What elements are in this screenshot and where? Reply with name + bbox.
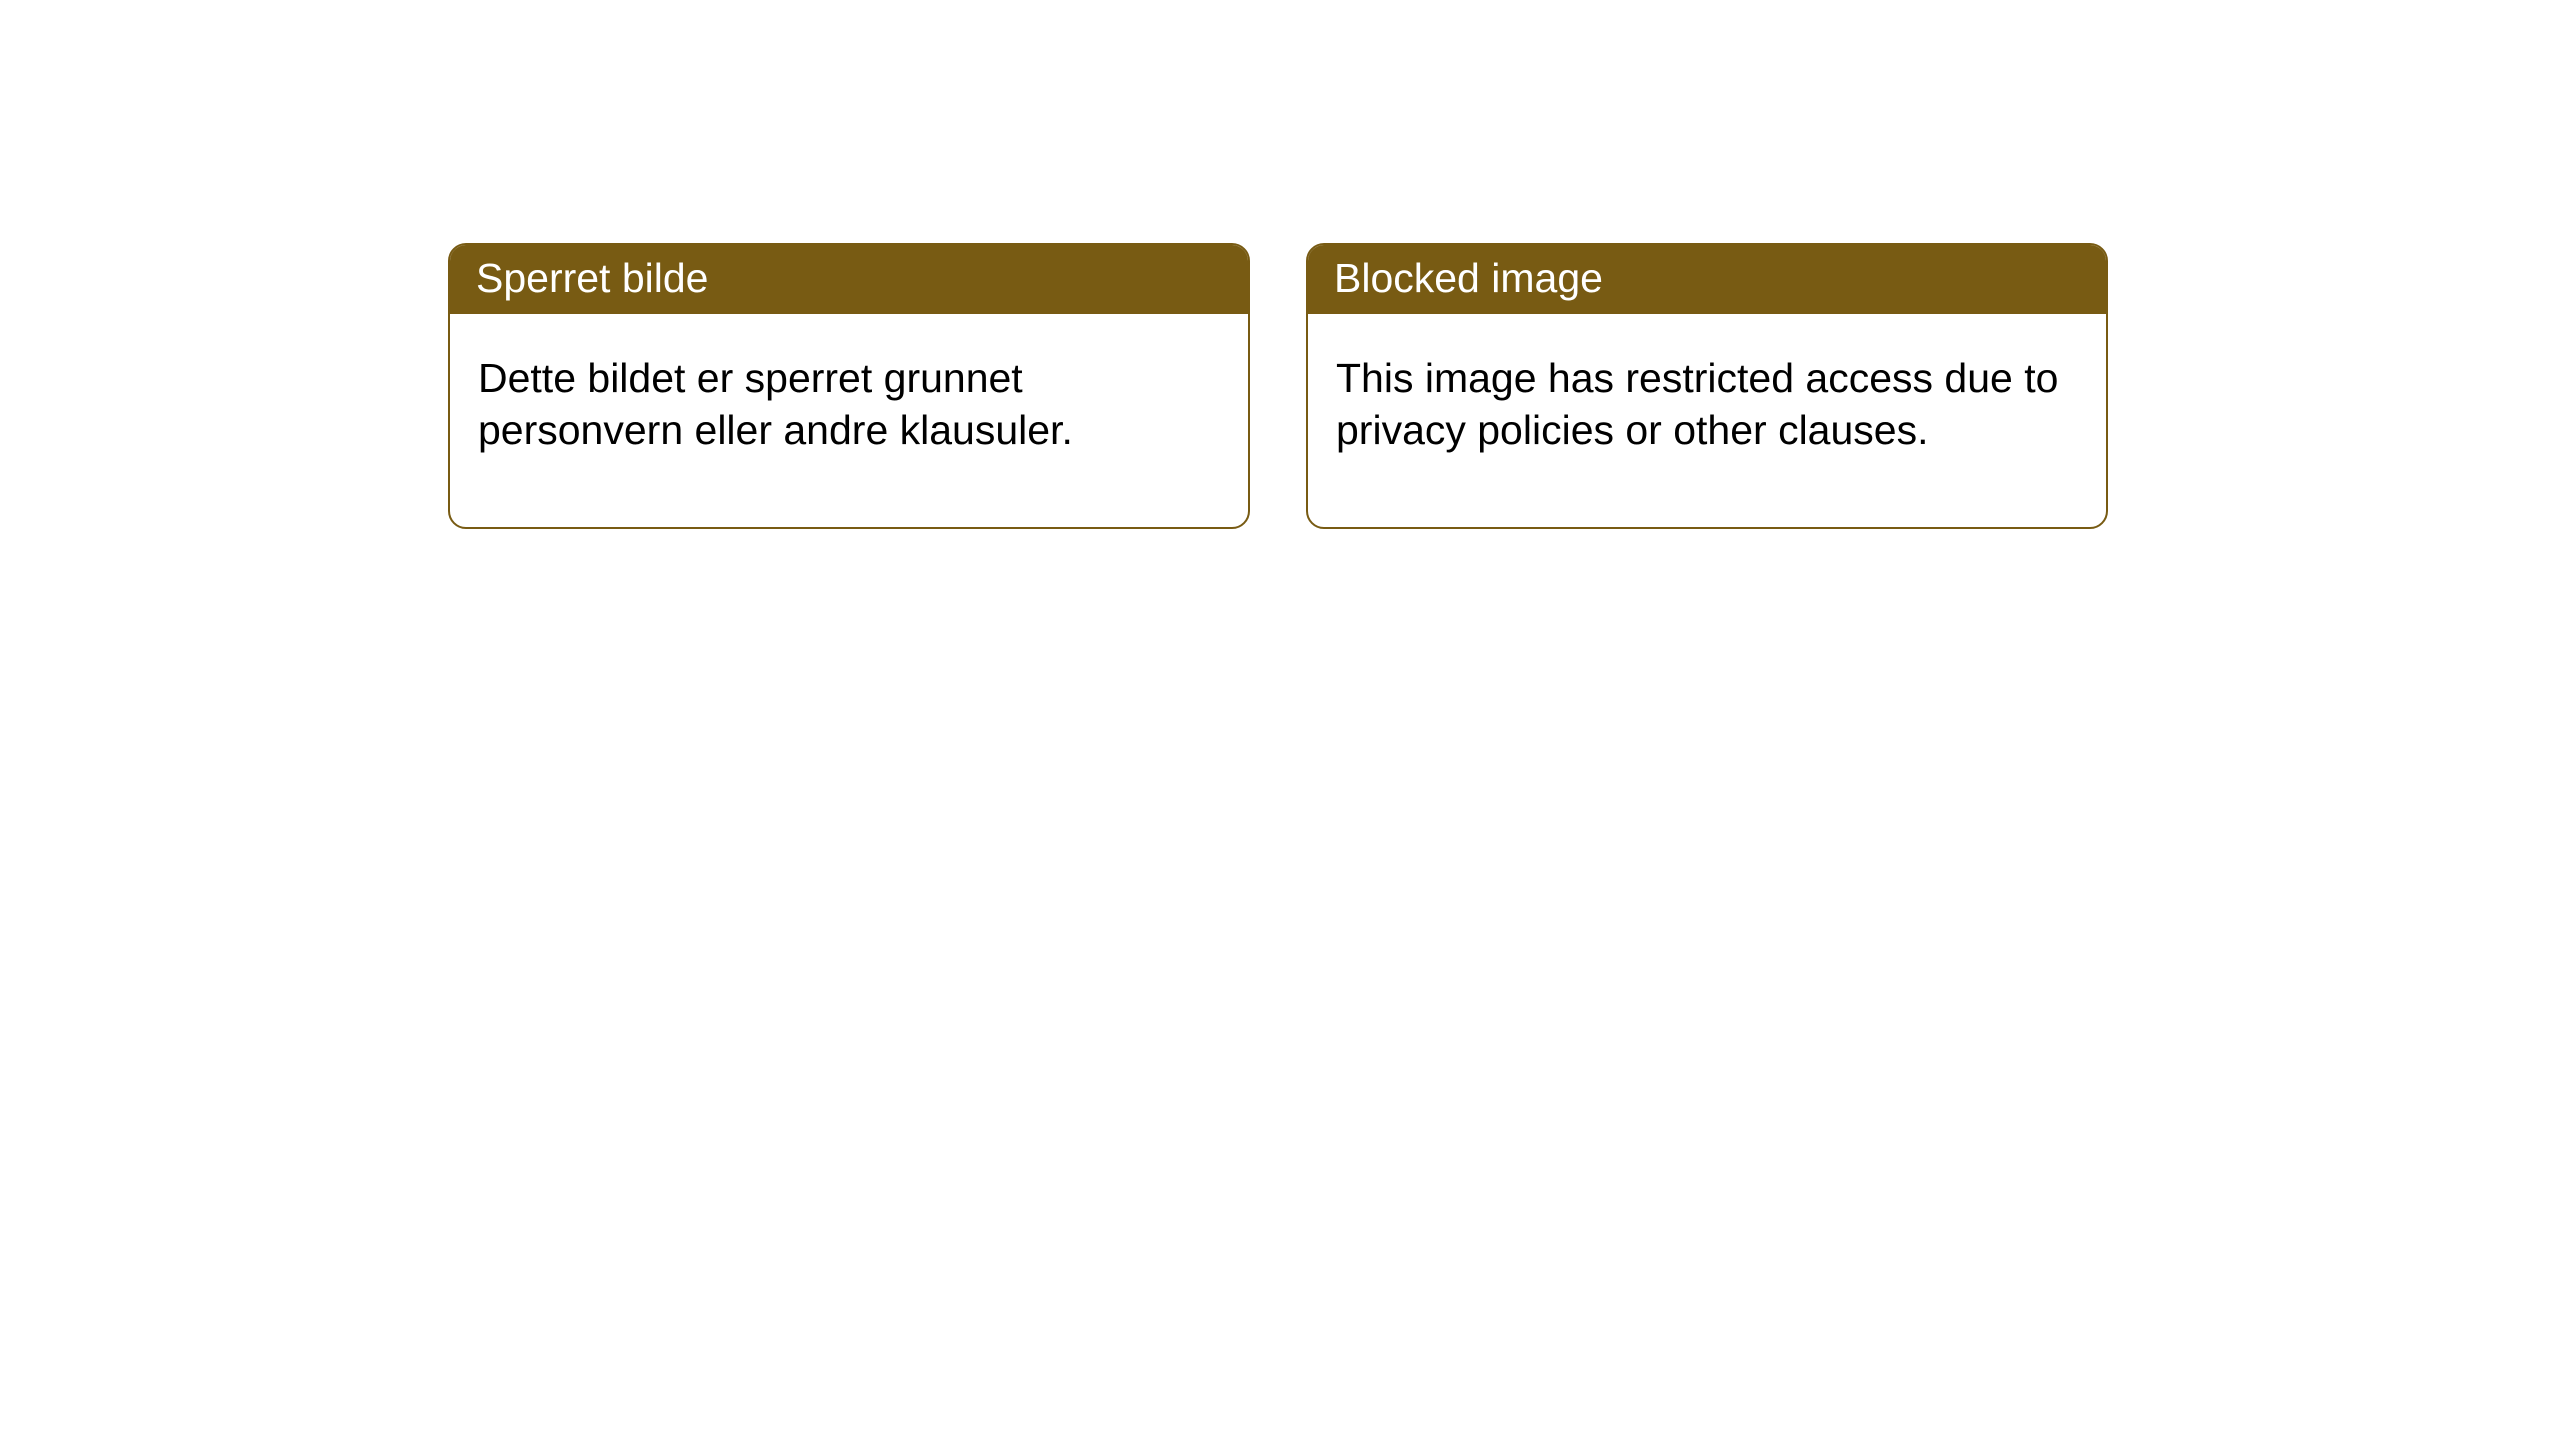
card-title-no: Sperret bilde (476, 255, 708, 301)
card-text-no: Dette bildet er sperret grunnet personve… (478, 355, 1073, 453)
blocked-image-card-no: Sperret bilde Dette bildet er sperret gr… (448, 243, 1250, 529)
card-title-en: Blocked image (1334, 255, 1603, 301)
notice-container: Sperret bilde Dette bildet er sperret gr… (0, 0, 2560, 529)
card-header-en: Blocked image (1308, 245, 2106, 314)
card-body-en: This image has restricted access due to … (1308, 314, 2106, 485)
card-text-en: This image has restricted access due to … (1336, 355, 2058, 453)
card-header-no: Sperret bilde (450, 245, 1248, 314)
blocked-image-card-en: Blocked image This image has restricted … (1306, 243, 2108, 529)
card-body-no: Dette bildet er sperret grunnet personve… (450, 314, 1248, 527)
